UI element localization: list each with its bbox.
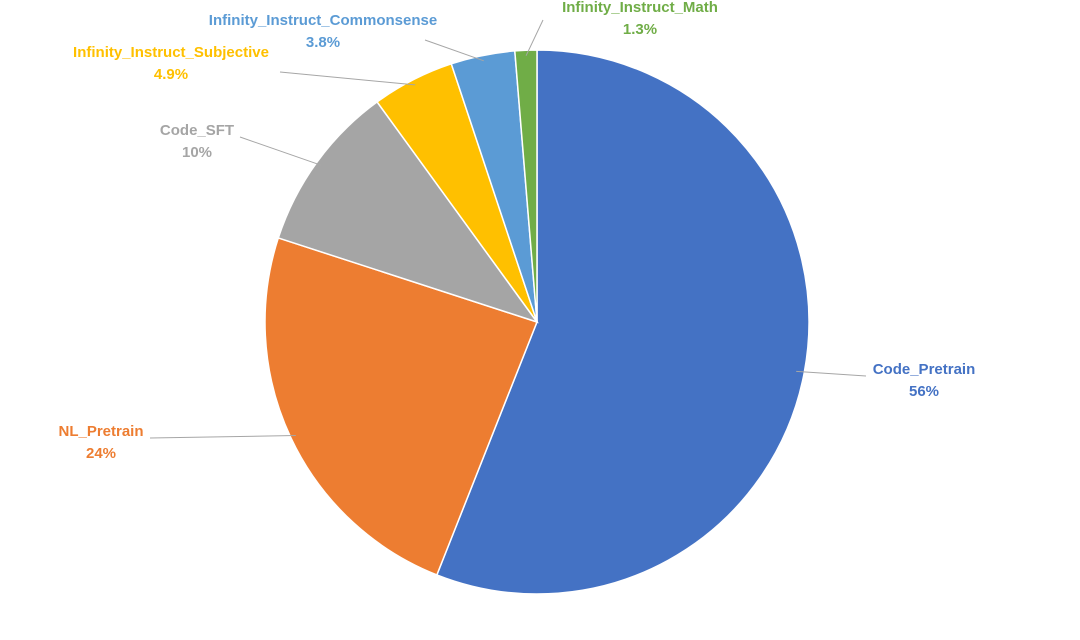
- leader-line-nl-pretrain: [149, 435, 296, 439]
- leader-line-code-pretrain: [796, 370, 867, 377]
- leader-line-infinity-instruct-subjective: [279, 71, 416, 86]
- data-label-name-code-sft: Code_SFT: [160, 122, 234, 139]
- data-label-value-nl-pretrain: 24%: [86, 445, 116, 462]
- leader-line-code-sft: [239, 136, 322, 166]
- leader-line-infinity-instruct-math: [525, 19, 544, 56]
- slices-layer: [264, 49, 810, 595]
- data-label-name-infinity-instruct-math: Infinity_Instruct_Math: [562, 0, 718, 16]
- data-label-value-infinity-instruct-math: 1.3%: [623, 21, 657, 38]
- data-label-value-infinity-instruct-commonsense: 3.8%: [306, 34, 340, 51]
- leader-line-infinity-instruct-commonsense: [424, 39, 484, 62]
- leader-lines-layer: [149, 19, 867, 439]
- pie-slice-nl-pretrain: [264, 237, 538, 576]
- data-label-name-nl-pretrain: NL_Pretrain: [58, 423, 143, 440]
- data-label-name-infinity-instruct-commonsense: Infinity_Instruct_Commonsense: [209, 12, 437, 29]
- data-label-name-infinity-instruct-subjective: Infinity_Instruct_Subjective: [73, 44, 269, 61]
- data-label-value-code-pretrain: 56%: [909, 383, 939, 400]
- data-label-value-code-sft: 10%: [182, 144, 212, 161]
- data-label-name-code-pretrain: Code_Pretrain: [873, 361, 976, 378]
- data-labels-layer: Code_Pretrain 56% NL_Pretrain 24% Code_SFT 10…: [58, 0, 975, 462]
- pie-slice-code-pretrain: [435, 49, 810, 595]
- pie-slice-infinity-instruct-math: [514, 49, 538, 323]
- data-label-value-infinity-instruct-subjective: 4.9%: [154, 66, 188, 83]
- pie-slice-code-sft: [277, 100, 539, 324]
